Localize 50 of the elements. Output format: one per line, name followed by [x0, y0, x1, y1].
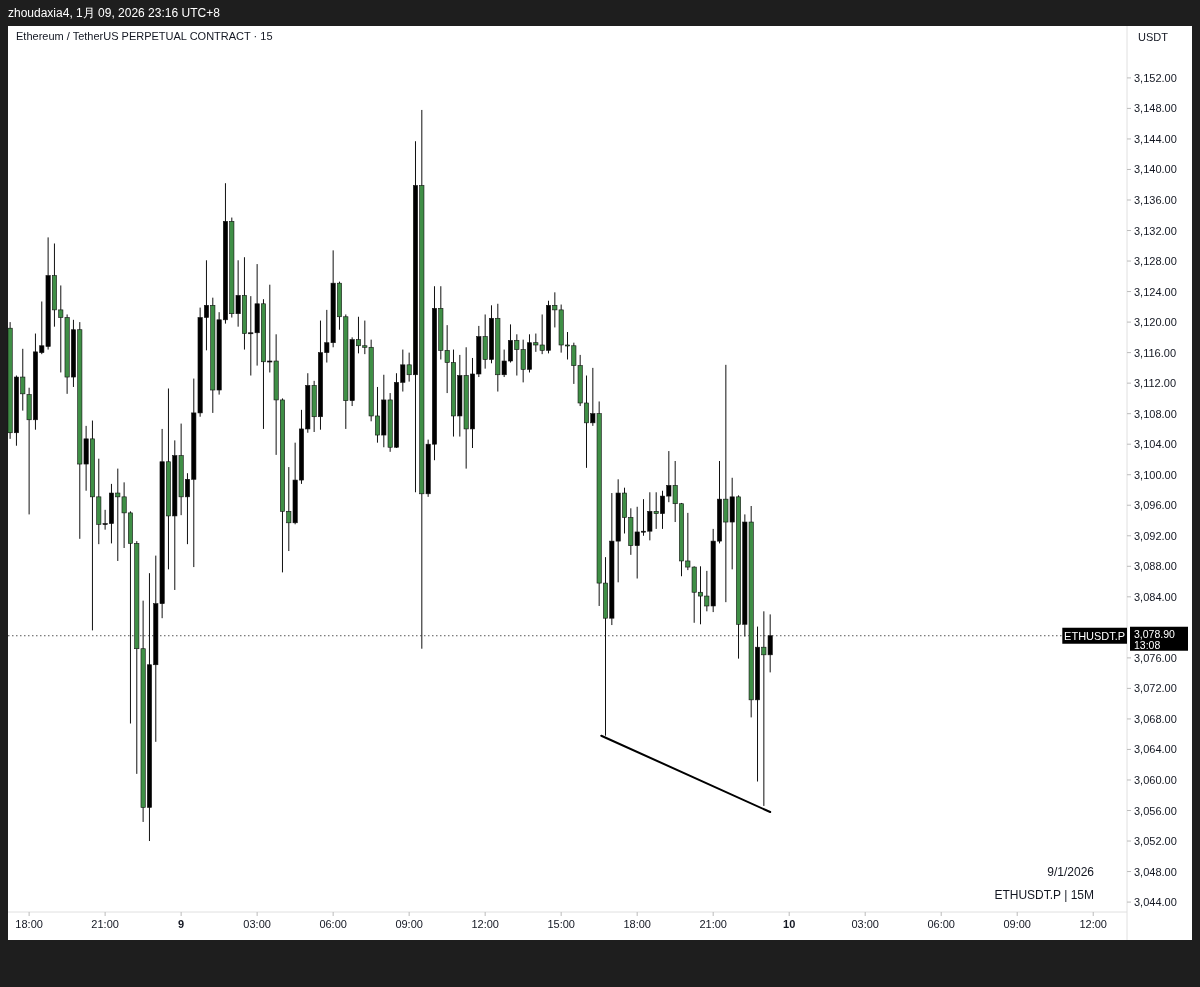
y-tick-label: 3,092.00 — [1134, 529, 1177, 542]
x-tick-label: 06:00 — [927, 918, 955, 930]
x-tick-label: 03:00 — [243, 918, 271, 930]
y-tick-label: 3,144.00 — [1134, 132, 1177, 145]
y-tick-label: 3,128.00 — [1134, 255, 1177, 268]
y-tick-label: 3,108.00 — [1134, 407, 1177, 420]
y-tick-label: 3,124.00 — [1134, 285, 1177, 298]
y-tick-label: 3,068.00 — [1134, 712, 1177, 725]
y-tick-label: 3,136.00 — [1134, 193, 1177, 206]
y-tick-label: 3,060.00 — [1134, 773, 1177, 786]
text: 13:08 — [1134, 638, 1161, 651]
annotation: 9/1/2026 — [1047, 865, 1095, 879]
y-tick-label: 3,076.00 — [1134, 651, 1177, 664]
y-tick-label: 3,048.00 — [1134, 865, 1177, 878]
x-tick-label: 12:00 — [471, 918, 499, 930]
y-tick-label: 3,116.00 — [1134, 346, 1177, 359]
y-tick-label: 3,100.00 — [1134, 468, 1177, 481]
x-tick-label: 10 — [783, 918, 796, 930]
y-tick-label: 3,148.00 — [1134, 102, 1177, 115]
x-tick-label: 18:00 — [623, 918, 651, 930]
y-tick-label: 3,096.00 — [1134, 499, 1177, 512]
x-tick-label: 03:00 — [851, 918, 879, 930]
x-tick-label: 18:00 — [15, 918, 43, 930]
y-tick-label: 3,112.00 — [1134, 377, 1177, 390]
ref-line-label: ETHUSDT.P — [1064, 629, 1126, 642]
x-tick-label: 9 — [178, 918, 185, 930]
x-tick-label: 12:00 — [1079, 918, 1107, 930]
annotation: ETHUSDT.P | 15M — [994, 888, 1094, 902]
y-tick-label: 3,104.00 — [1134, 438, 1177, 451]
x-tick-label: 09:00 — [395, 918, 423, 930]
y-tick-label: 3,044.00 — [1134, 896, 1177, 909]
x-tick-label: 15:00 — [547, 918, 575, 930]
y-tick-label: 3,132.00 — [1134, 224, 1177, 237]
y-tick-label: 3,056.00 — [1134, 804, 1177, 817]
x-tick-label: 06:00 — [319, 918, 347, 930]
chart-subtitle: zhoudaxia4, 1月 09, 2026 23:16 UTC+8 — [8, 6, 221, 20]
text: 3,078.90 — [1134, 627, 1176, 640]
y-axis-title: USDT — [1138, 31, 1169, 43]
y-tick-label: 3,152.00 — [1134, 71, 1177, 84]
x-tick-label: 21:00 — [91, 918, 119, 930]
x-tick-label: 21:00 — [699, 918, 727, 930]
x-tick-label: 09:00 — [1003, 918, 1031, 930]
y-tick-label: 3,052.00 — [1134, 835, 1177, 848]
y-tick-label: 3,088.00 — [1134, 560, 1177, 573]
y-tick-label: 3,120.00 — [1134, 316, 1177, 329]
chart-title: Ethereum / TetherUS PERPETUAL CONTRACT · 15 — [16, 30, 273, 42]
y-tick-label: 3,072.00 — [1134, 682, 1177, 695]
y-tick-label: 3,064.00 — [1134, 743, 1177, 756]
y-tick-label: 3,084.00 — [1134, 590, 1177, 603]
y-tick-label: 3,140.00 — [1134, 163, 1177, 176]
